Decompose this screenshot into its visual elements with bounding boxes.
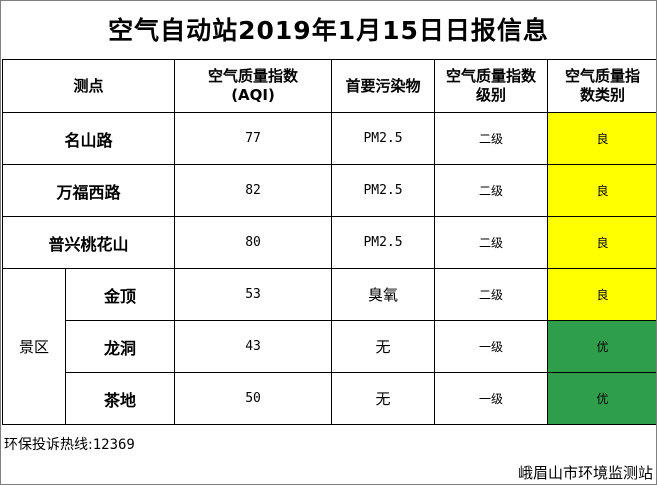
table-row: 龙洞 43 无 一级 优 <box>3 320 657 373</box>
primary-pollutant: PM2.5 <box>331 216 436 269</box>
aqi-category: 优 <box>547 320 657 373</box>
hotline: 环保投诉热线:12369 <box>4 434 135 454</box>
header-category: 空气质量指 数类别 <box>547 59 657 113</box>
hotline-number: 12369 <box>92 437 135 453</box>
aqi-level: 二级 <box>434 164 549 217</box>
station-name: 普兴桃花山 <box>1 216 176 269</box>
table-row: 茶地 50 无 一级 优 <box>3 372 657 425</box>
primary-pollutant: PM2.5 <box>331 164 436 217</box>
header-category-line2: 数类别 <box>580 86 626 104</box>
table-row: 名山路 77 PM2.5 二级 良 <box>1 112 657 165</box>
aqi-value: 50 <box>174 372 333 425</box>
station-name: 龙洞 <box>64 320 176 373</box>
table-row: 普兴桃花山 80 PM2.5 二级 良 <box>1 216 657 269</box>
table-row: 景区 金顶 53 臭氧 二级 良 <box>2 268 657 425</box>
header-aqi-line2: (AQI) <box>231 86 275 104</box>
header-aqi-line1: 空气质量指数 <box>208 67 299 85</box>
aqi-category: 良 <box>547 164 657 217</box>
aqi-value: 77 <box>174 112 333 165</box>
aqi-level: 一级 <box>434 372 549 425</box>
aqi-value: 53 <box>174 268 333 321</box>
station-name: 名山路 <box>1 112 176 165</box>
report-title: 空气自动站2019年1月15日日报信息 <box>108 16 549 45</box>
station-name: 金顶 <box>64 268 176 321</box>
agency-name: 峨眉山市环境监测站 <box>517 464 653 482</box>
aqi-value: 43 <box>174 320 333 373</box>
header-pollutant: 首要污染物 <box>331 59 436 113</box>
aqi-category: 良 <box>547 112 657 165</box>
aqi-table: 测点 空气质量指数 (AQI) 首要污染物 空气质量指数 级别 空气质量指 数类… <box>1 59 657 425</box>
primary-pollutant: PM2.5 <box>331 112 436 165</box>
aqi-level: 二级 <box>434 268 549 321</box>
primary-pollutant: 臭氧 <box>331 268 436 321</box>
aqi-category: 良 <box>547 216 657 269</box>
aqi-level: 一级 <box>434 320 549 373</box>
primary-pollutant: 无 <box>331 372 436 425</box>
header-station: 测点 <box>1 59 176 113</box>
table-row: 万福西路 82 PM2.5 二级 良 <box>1 164 657 217</box>
header-aqi: 空气质量指数 (AQI) <box>174 59 333 113</box>
aqi-value: 82 <box>174 164 333 217</box>
header-category-line1: 空气质量指 <box>565 67 641 85</box>
aqi-category: 优 <box>547 372 657 425</box>
scenic-group-label: 景区 <box>2 268 66 425</box>
header-level-line1: 空气质量指数 <box>446 67 537 85</box>
station-name: 茶地 <box>64 372 176 425</box>
aqi-level: 二级 <box>434 216 549 269</box>
aqi-level: 二级 <box>434 112 549 165</box>
header-level-line2: 级别 <box>476 86 507 104</box>
primary-pollutant: 无 <box>331 320 436 373</box>
hotline-label: 环保投诉热线: <box>4 437 93 453</box>
aqi-value: 80 <box>174 216 333 269</box>
aqi-category: 良 <box>547 268 657 321</box>
table-header-row: 测点 空气质量指数 (AQI) 首要污染物 空气质量指数 级别 空气质量指 数类… <box>1 59 657 113</box>
header-level: 空气质量指数 级别 <box>434 59 549 113</box>
station-name: 万福西路 <box>1 164 176 217</box>
